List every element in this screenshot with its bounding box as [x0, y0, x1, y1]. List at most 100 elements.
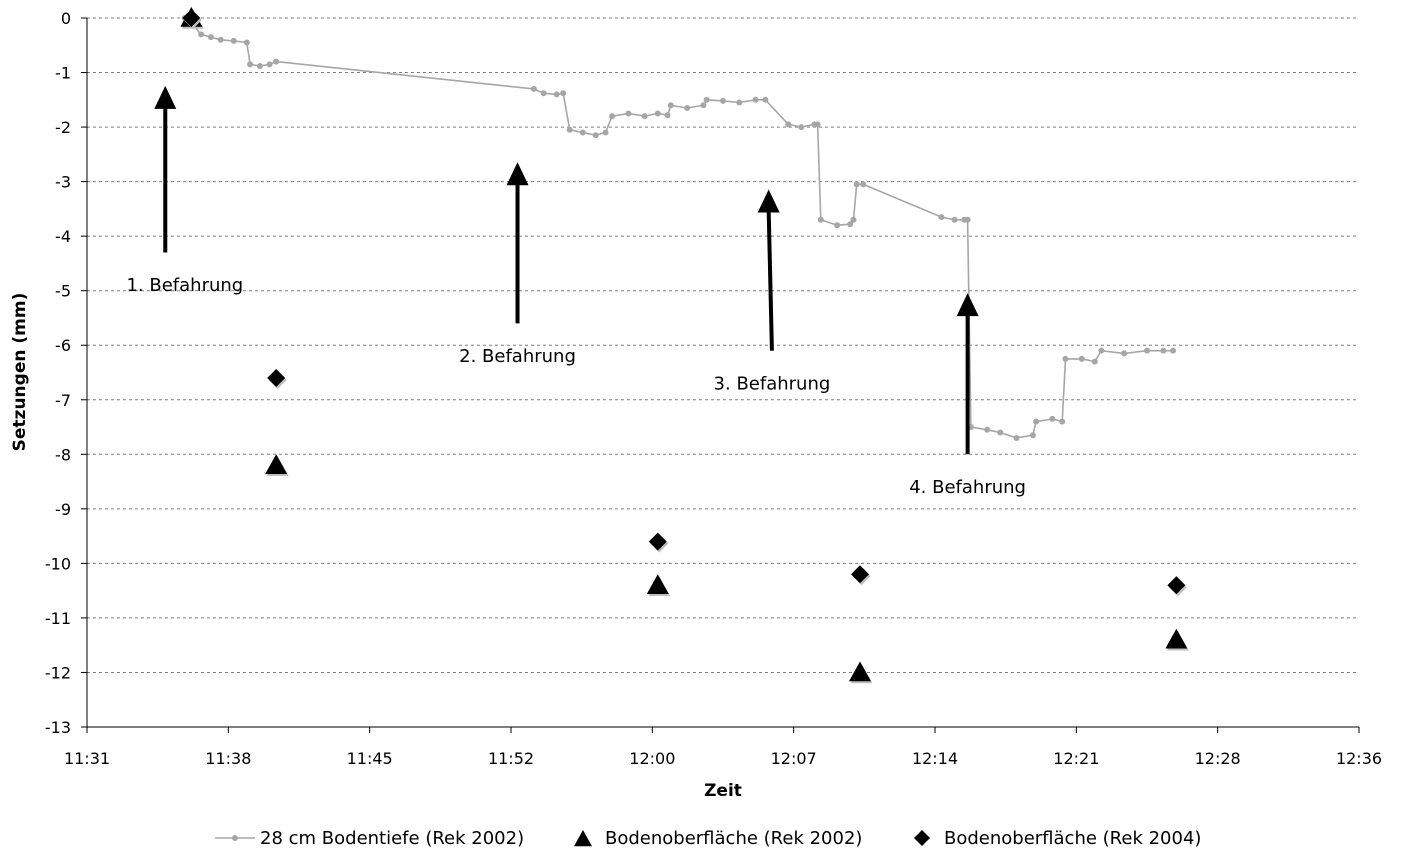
data-point [625, 110, 632, 117]
axes: 0 -1 -2 -3 -4 -5 -6 -7 -8 -9 -10 -11 -12 -13 11:31 11:3… [45, 9, 1382, 768]
series-layer [180, 7, 1189, 684]
x-tick-label: 12:07 [771, 749, 817, 768]
annotation-4: 4. Befahrung [909, 293, 1026, 498]
triangle-marker [646, 574, 669, 594]
legend-point-swatch [232, 835, 238, 841]
data-point [997, 429, 1004, 436]
data-point [1078, 355, 1085, 362]
arrow-head [757, 189, 780, 213]
legend-label: Bodenoberfläche (Rek 2004) [944, 828, 1201, 849]
data-point [964, 216, 971, 223]
y-axis-title: Setzungen (mm) [10, 293, 30, 452]
data-point [1091, 358, 1098, 365]
y-tick-label: -13 [45, 718, 71, 737]
data-point [814, 121, 821, 128]
data-point [198, 31, 205, 38]
legend-item-1: 28 cm Bodentiefe (Rek 2002) [215, 828, 524, 849]
x-tick-label: 11:45 [347, 749, 393, 768]
diamond-marker [182, 9, 201, 27]
data-point [1121, 350, 1128, 357]
diamond-marker [267, 368, 286, 387]
y-tick-label: -8 [55, 445, 71, 464]
data-point [834, 222, 841, 229]
series-3 [182, 9, 1187, 597]
x-tick-label: 12:21 [1053, 749, 1099, 768]
x-tick-label: 12:28 [1195, 749, 1241, 768]
data-point [540, 90, 547, 97]
triangle-marker [848, 661, 871, 682]
data-point [609, 113, 616, 120]
y-tick-label: -3 [55, 173, 71, 192]
legend-item-3: Bodenoberfläche (Rek 2004) [914, 828, 1201, 849]
y-tick-label: -9 [55, 500, 71, 519]
data-point [785, 121, 792, 128]
data-point [230, 37, 237, 44]
data-point [1029, 432, 1036, 439]
legend-label: 28 cm Bodentiefe (Rek 2002) [260, 828, 524, 849]
y-tick-label: -11 [45, 609, 71, 628]
data-point [860, 181, 867, 188]
data-point [1062, 355, 1069, 362]
data-point [560, 90, 567, 97]
data-point [720, 97, 726, 104]
data-point [273, 58, 280, 65]
data-point [243, 39, 250, 46]
x-tick-label: 11:52 [488, 749, 534, 768]
diamond-marker [850, 565, 869, 584]
x-tick-label: 12:14 [912, 749, 958, 768]
data-point [654, 110, 661, 117]
data-point [752, 96, 759, 103]
data-point [602, 129, 609, 136]
data-point [553, 91, 560, 98]
series-1 [181, 15, 1177, 441]
data-point [951, 216, 958, 223]
data-point [592, 132, 599, 139]
y-tick-label: 0 [61, 9, 71, 28]
y-tick-label: -5 [55, 282, 71, 301]
legend-item-2: Bodenoberfläche (Rek 2002) [574, 828, 862, 849]
legend: 28 cm Bodentiefe (Rek 2002) Bodenoberfläc… [215, 828, 1201, 849]
x-axis-title: Zeit [704, 781, 742, 801]
legend-label: Bodenoberfläche (Rek 2002) [605, 828, 862, 849]
annotation-label: 2. Befahrung [459, 346, 576, 367]
x-tick-label: 12:00 [629, 749, 675, 768]
data-point [736, 99, 743, 106]
y-tick-label: -12 [45, 663, 71, 682]
data-point [217, 36, 224, 43]
data-point [850, 216, 857, 223]
data-point [1160, 347, 1167, 354]
arrow-head [956, 293, 979, 317]
legend-diamond-swatch [914, 830, 930, 846]
data-point [667, 102, 674, 109]
annotation-2: 2. Befahrung [459, 162, 576, 367]
annotations: 1. Befahrung 2. Befahrung 3. Befahrung 4. B… [126, 85, 1026, 498]
data-point [938, 214, 945, 221]
data-point [256, 62, 263, 69]
y-tick-label: -4 [55, 227, 71, 246]
data-point [700, 102, 707, 109]
data-point [853, 181, 860, 188]
data-point [1049, 415, 1056, 422]
data-point [664, 112, 671, 119]
annotation-label: 1. Befahrung [126, 275, 243, 296]
data-point [684, 104, 691, 111]
data-point [847, 221, 854, 228]
y-tick-label: -1 [55, 64, 71, 83]
data-point [984, 426, 991, 433]
data-point [566, 126, 573, 133]
data-point [247, 61, 254, 68]
arrow-head [154, 85, 177, 109]
arrow-head [506, 162, 529, 186]
data-point [266, 61, 273, 68]
annotation-label: 3. Befahrung [714, 373, 831, 394]
triangle-marker [265, 454, 288, 475]
x-tick-label: 11:38 [205, 749, 251, 768]
data-point [207, 34, 214, 41]
data-point [579, 129, 586, 136]
triangle-marker [1165, 628, 1188, 649]
data-point [703, 96, 710, 103]
x-tick-label: 12:36 [1336, 749, 1382, 768]
y-tick-label: -10 [45, 554, 71, 573]
data-point [798, 124, 805, 131]
